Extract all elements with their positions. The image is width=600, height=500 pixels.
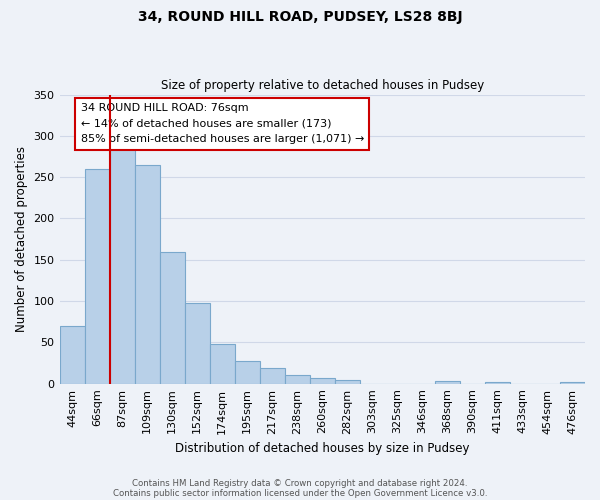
Bar — [59, 326, 85, 384]
Bar — [260, 368, 285, 384]
Y-axis label: Number of detached properties: Number of detached properties — [15, 146, 28, 332]
Bar — [85, 169, 110, 384]
Bar — [160, 252, 185, 384]
Bar — [560, 382, 585, 384]
Bar — [185, 302, 209, 384]
Title: Size of property relative to detached houses in Pudsey: Size of property relative to detached ho… — [161, 79, 484, 92]
Bar — [285, 376, 310, 384]
Bar — [310, 378, 335, 384]
Bar — [110, 140, 134, 384]
Text: 34 ROUND HILL ROAD: 76sqm
← 14% of detached houses are smaller (173)
85% of semi: 34 ROUND HILL ROAD: 76sqm ← 14% of detac… — [80, 103, 364, 144]
Bar — [435, 381, 460, 384]
Text: 34, ROUND HILL ROAD, PUDSEY, LS28 8BJ: 34, ROUND HILL ROAD, PUDSEY, LS28 8BJ — [137, 10, 463, 24]
Text: Contains HM Land Registry data © Crown copyright and database right 2024.: Contains HM Land Registry data © Crown c… — [132, 478, 468, 488]
Bar — [209, 344, 235, 384]
Bar — [335, 380, 360, 384]
Text: Contains public sector information licensed under the Open Government Licence v3: Contains public sector information licen… — [113, 488, 487, 498]
Bar — [235, 360, 260, 384]
X-axis label: Distribution of detached houses by size in Pudsey: Distribution of detached houses by size … — [175, 442, 470, 455]
Bar — [134, 165, 160, 384]
Bar — [485, 382, 510, 384]
